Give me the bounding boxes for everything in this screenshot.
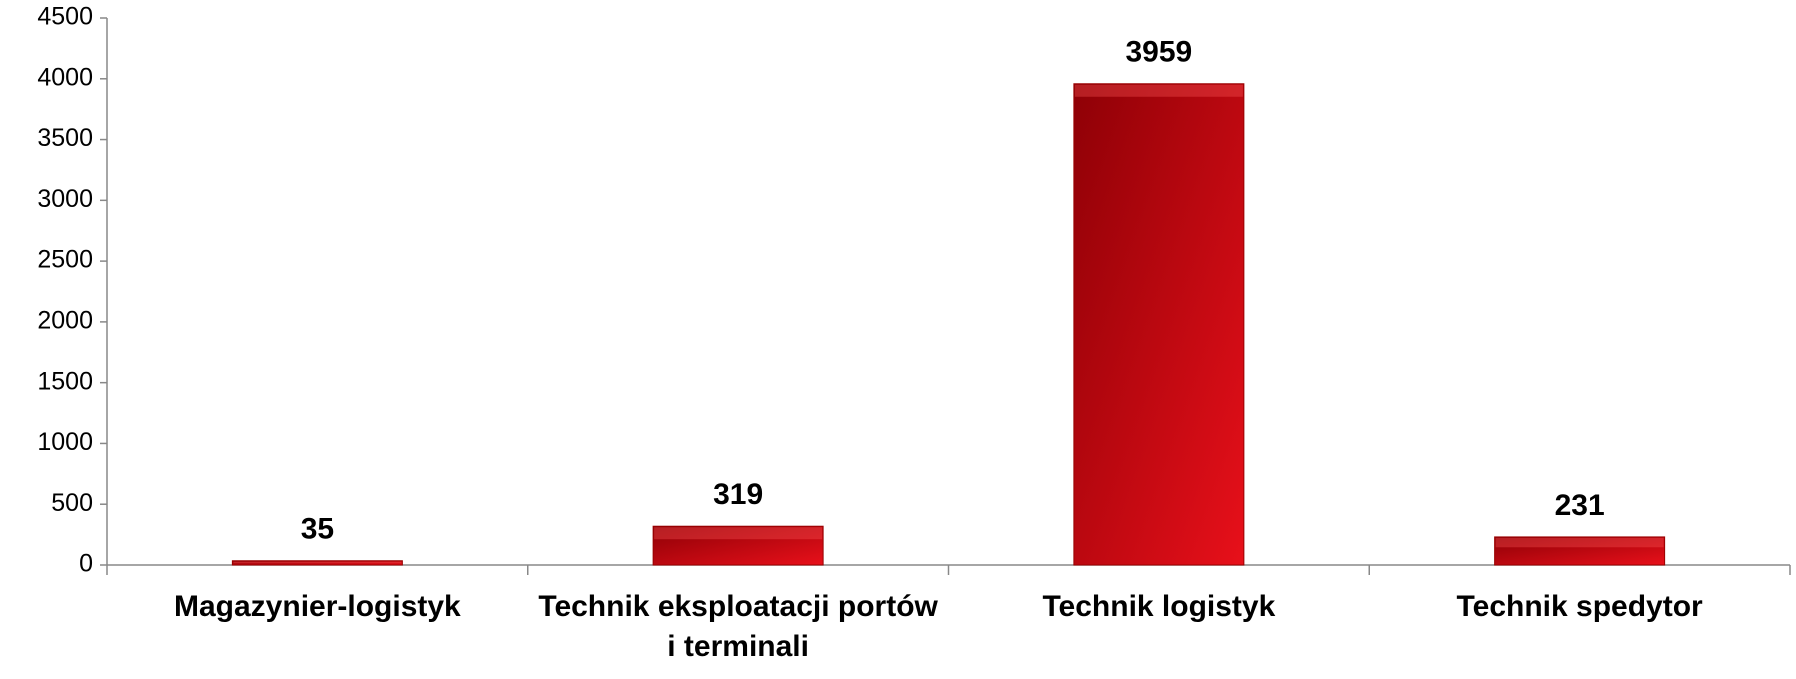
bar-bevel [1074, 84, 1243, 97]
y-tick-label: 3500 [37, 124, 93, 152]
y-tick-label: 2000 [37, 306, 93, 334]
x-tick-label: Technik logistyk [1042, 590, 1276, 623]
x-tick-label: Magazynier-logistyk [174, 590, 461, 623]
x-tick-label: Technik eksploatacji portów i terminali [538, 590, 938, 663]
y-tick-label: 1000 [37, 428, 93, 456]
bar-bevel [654, 527, 823, 540]
bar-bevel [1495, 537, 1664, 548]
y-tick-label: 3000 [37, 185, 93, 213]
value-label: 319 [713, 478, 763, 511]
y-tick-label: 500 [51, 489, 93, 517]
y-tick-label: 4500 [37, 3, 93, 31]
y-tick-label: 2500 [37, 246, 93, 274]
x-tick-label: Technik spedytor [1456, 590, 1703, 623]
bar [1494, 536, 1666, 566]
bar [231, 560, 403, 566]
bar-bevel [233, 561, 402, 564]
value-label: 3959 [1126, 36, 1193, 69]
value-label: 35 [301, 513, 334, 546]
y-tick-label: 0 [79, 550, 93, 578]
bar [1073, 83, 1245, 566]
value-label: 231 [1555, 489, 1605, 522]
bar [652, 525, 824, 566]
y-tick-label: 1500 [37, 367, 93, 395]
y-tick-label: 4000 [37, 63, 93, 91]
